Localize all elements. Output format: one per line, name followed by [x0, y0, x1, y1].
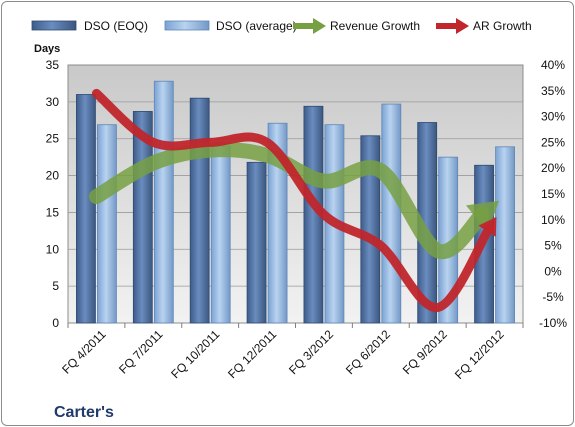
- right-axis-ticks: -10% -5% 0% 5% 10% 15% 20% 25% 30% 35% 40%: [539, 58, 567, 330]
- bar-dso-eoq: [246, 161, 267, 324]
- y2-tick-label: 30%: [541, 110, 565, 124]
- y2-tick-label: -10%: [539, 316, 567, 330]
- legend-swatch-dso-eoq: [31, 20, 77, 31]
- x-axis-ticks: FQ 4/2011 FQ 7/2011 FQ 10/2011 FQ 12/2011 FQ…: [59, 323, 524, 382]
- revenue-growth-line: [88, 142, 490, 260]
- y2-tick-label: -5%: [542, 290, 564, 304]
- bar-dso-eoq: [76, 94, 96, 324]
- legend-label-revenue-growth: Revenue Growth: [330, 19, 420, 33]
- legend-arrow-revenue-growth: [293, 18, 326, 34]
- x-tick-label: FQ 9/2012: [400, 327, 450, 377]
- bar-dso-average: [97, 124, 117, 324]
- ar-growth-line: [91, 88, 494, 313]
- legend: DSO (EOQ) DSO (average) Revenue Growth A…: [31, 18, 532, 34]
- legend-label-ar-growth: AR Growth: [473, 19, 532, 33]
- y-tick-label: 35: [46, 58, 60, 72]
- y-tick-label: 25: [46, 132, 60, 146]
- x-tick-label: FQ 4/2011: [59, 327, 109, 377]
- bars: [76, 80, 515, 324]
- legend-label-dso-eoq: DSO (EOQ): [84, 19, 148, 33]
- growth-lines: [88, 88, 499, 313]
- bar-dso-average: [210, 145, 231, 324]
- y-tick-label: 30: [46, 95, 60, 109]
- bar-dso-average: [381, 103, 402, 324]
- x-tick-label: FQ 7/2011: [116, 327, 166, 377]
- x-tick-label: FQ 12/2012: [452, 327, 507, 382]
- y2-tick-label: 10%: [541, 213, 565, 227]
- y-tick-label: 15: [46, 205, 60, 219]
- x-tick-label: FQ 10/2011: [168, 327, 222, 381]
- y-tick-label: 5: [52, 279, 59, 293]
- y-tick-label: 0: [52, 316, 59, 330]
- y-tick-label: 20: [46, 169, 60, 183]
- y-tick-label: 10: [46, 242, 60, 256]
- y2-tick-label: 0%: [544, 264, 562, 278]
- y2-tick-label: 20%: [541, 161, 565, 175]
- x-tick-label: FQ 12/2011: [225, 327, 279, 381]
- bar-dso-eoq: [189, 97, 210, 324]
- legend-label-dso-average: DSO (average): [216, 19, 297, 33]
- y2-tick-label: 15%: [541, 187, 565, 201]
- y2-tick-label: 40%: [541, 58, 565, 72]
- chart-title: Carter's: [54, 404, 114, 421]
- bar-dso-average: [495, 146, 515, 324]
- ar-growth-arrowhead: [478, 216, 497, 237]
- x-tick-label: FQ 3/2012: [286, 327, 336, 377]
- x-tick-label: FQ 6/2012: [343, 327, 393, 377]
- legend-swatch-dso-average: [164, 20, 210, 31]
- revenue-growth-arrowhead: [465, 200, 499, 233]
- left-axis-ticks: 0 5 10 15 20 25 30 35: [46, 58, 60, 330]
- bar-dso-average: [267, 122, 288, 324]
- y-axis-title: Days: [34, 43, 60, 55]
- y2-tick-label: 5%: [544, 239, 562, 253]
- legend-arrow-ar-growth: [436, 18, 469, 34]
- y2-tick-label: 25%: [541, 135, 565, 149]
- y2-tick-label: 35%: [541, 84, 565, 98]
- bar-dso-average: [153, 80, 174, 324]
